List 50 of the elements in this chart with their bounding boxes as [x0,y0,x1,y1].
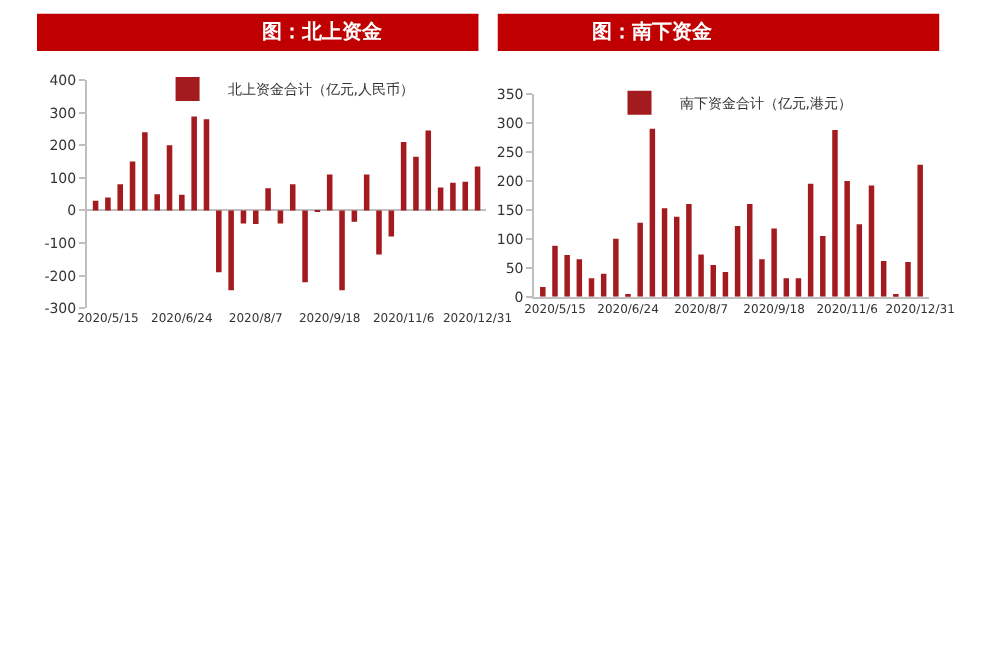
bar [564,255,570,297]
bar [552,245,558,297]
chart-title: 图：北上资金 [262,20,384,44]
bar [117,184,123,211]
bar [400,141,407,211]
bar [673,216,680,297]
bar [807,183,814,297]
bar [240,210,247,224]
bar [289,184,296,211]
bar [191,116,197,211]
bar [856,224,863,297]
bar [154,194,160,211]
bar [917,164,923,297]
bar [613,238,619,297]
bar [413,156,419,211]
bar [576,259,583,297]
bar [759,259,765,297]
bar [649,128,656,297]
bar [474,166,481,211]
bar [339,210,345,291]
bar [747,204,753,297]
bar [905,262,911,297]
bar [265,188,271,211]
bar [844,180,850,297]
chart-title: 图：南下资金 [592,20,714,44]
bar [734,226,741,297]
bar [698,254,704,297]
bar [105,197,111,211]
bar [203,119,210,211]
bar [142,132,148,211]
bar [540,286,546,297]
bar [832,129,838,297]
bar [686,204,692,297]
bar [302,210,308,283]
bar [166,145,173,211]
bar [351,210,358,222]
bar [376,210,382,255]
bar [820,235,826,297]
bar [277,210,284,224]
bar [771,228,777,297]
bar [868,185,875,297]
bar [637,222,643,297]
bar [462,181,469,211]
bar [661,208,668,297]
bar [388,210,395,237]
bar [450,182,456,211]
bar [253,210,259,225]
bar [216,210,222,273]
bar [179,194,185,211]
bar [228,210,234,291]
